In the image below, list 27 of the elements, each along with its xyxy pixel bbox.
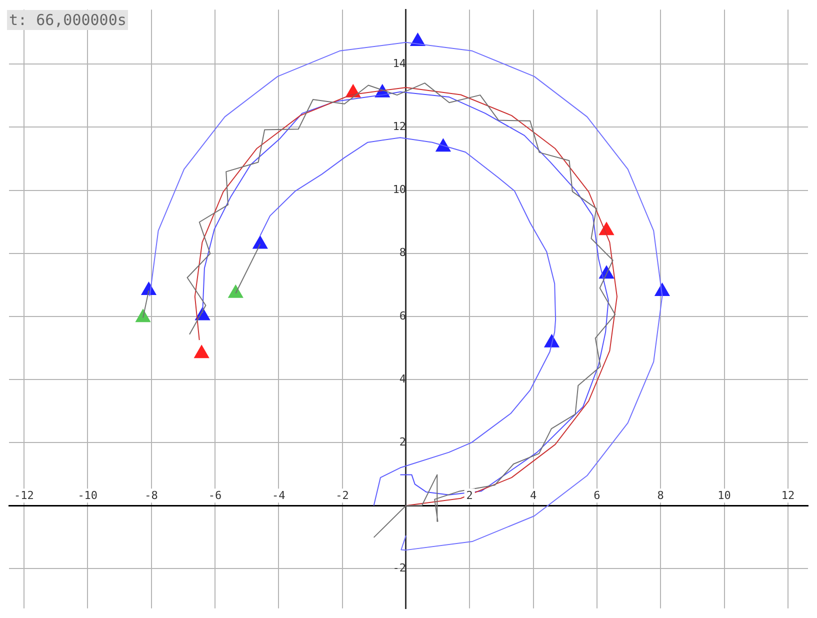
annotation: t: 66,000000s (7, 10, 128, 30)
y-tick-label: 10 (392, 183, 406, 196)
x-tick-label: -12 (14, 488, 34, 502)
point (136, 309, 150, 322)
y-tick-label: 14 (392, 57, 406, 70)
x-tick-label: 2 (466, 488, 473, 502)
point (252, 236, 268, 249)
x-tick-label: 6 (594, 488, 600, 502)
y-tick-label: 4 (399, 372, 406, 386)
point (599, 222, 614, 236)
x-tick-label: -2 (336, 488, 349, 502)
x-tick-label: 12 (781, 488, 795, 502)
x-tick-label: -10 (78, 488, 98, 502)
y-tick-label: 6 (399, 309, 406, 322)
y-tick-label: -2 (392, 562, 406, 575)
x-tick-label: 8 (657, 488, 664, 502)
point (436, 138, 451, 152)
x-tick-label: 10 (718, 488, 731, 502)
y-tick-label: 2 (399, 435, 406, 448)
x-tick-label: 4 (530, 488, 537, 502)
y-tick-label: 12 (392, 120, 406, 134)
x-tick-label: -4 (272, 488, 286, 502)
point (194, 345, 210, 358)
point (228, 284, 244, 298)
x-tick-label: -6 (208, 488, 222, 502)
x-tick-label: -8 (144, 488, 158, 502)
y-tick-label: 8 (399, 246, 406, 260)
